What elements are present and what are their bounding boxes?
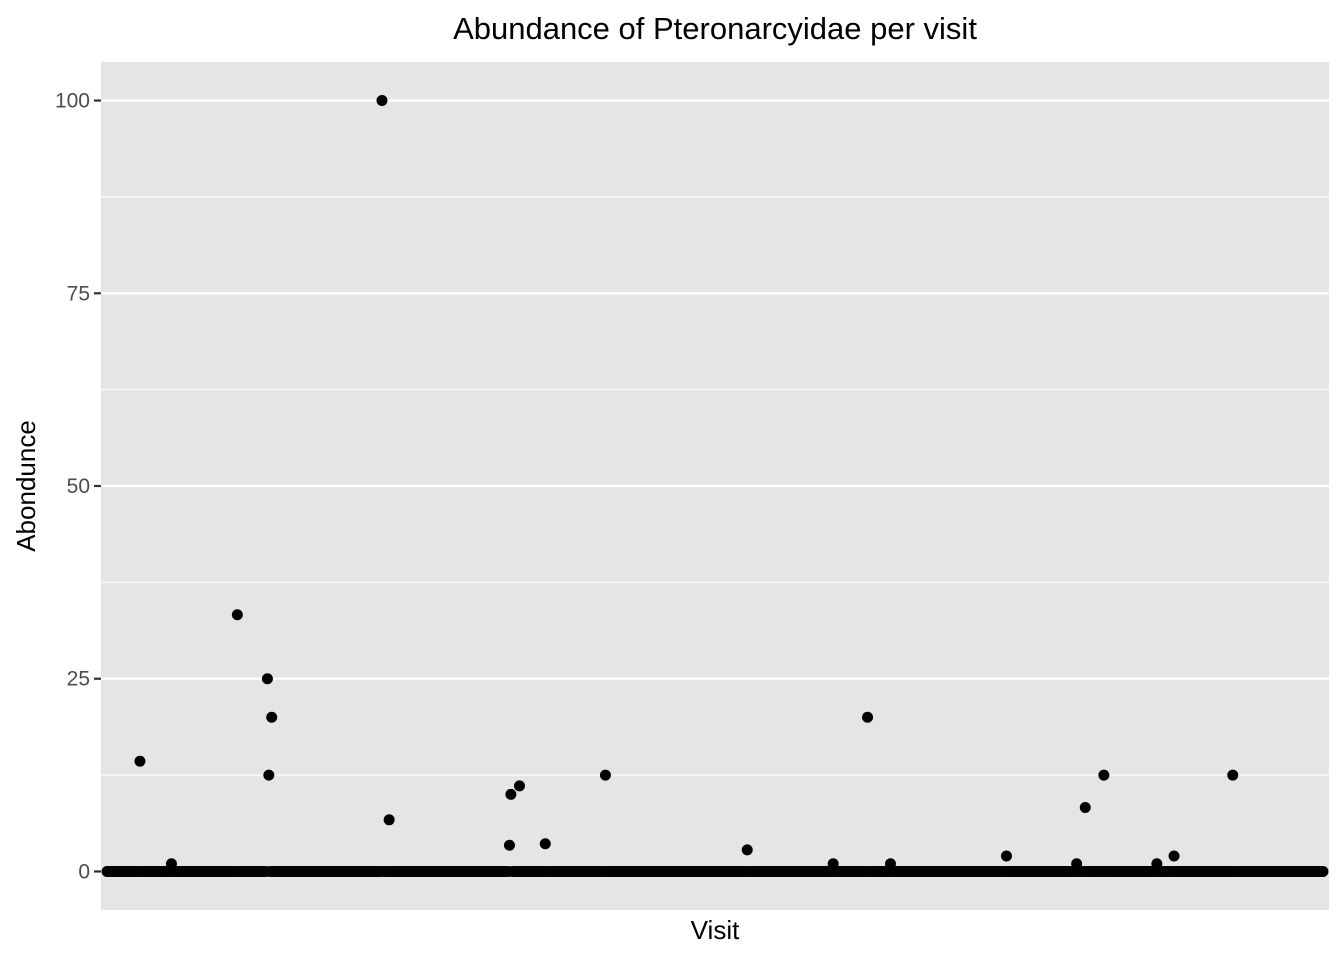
data-point [261, 673, 273, 685]
data-point [884, 858, 896, 870]
grid-lines [101, 99, 1329, 873]
data-point [1151, 858, 1163, 870]
data-point [383, 814, 395, 826]
data-point [1168, 850, 1180, 862]
data-point [1079, 801, 1091, 813]
zero-baseline-points [101, 865, 1329, 877]
data-point [263, 769, 275, 781]
data-point [1071, 858, 1083, 870]
y-axis-title: Abondunce [11, 420, 41, 552]
data-point [134, 755, 146, 767]
y-tick-label: 50 [67, 475, 90, 498]
data-point [503, 839, 515, 851]
chart-title: Abundance of Pteronarcyidae per visit [453, 11, 977, 46]
y-axis: 0 25 50 75 100 [55, 90, 101, 883]
data-point [539, 838, 551, 850]
y-tick-label: 0 [78, 860, 90, 883]
data-point-zero [1317, 865, 1329, 877]
y-tick-label: 25 [67, 668, 90, 691]
data-point [599, 769, 611, 781]
x-axis-title: Visit [691, 915, 740, 945]
data-point [165, 858, 177, 870]
data-point [231, 609, 243, 621]
data-point [513, 780, 525, 792]
data-points [134, 95, 1239, 870]
y-tick-label: 100 [55, 90, 90, 113]
data-point [1098, 769, 1110, 781]
data-point [376, 95, 388, 107]
y-tick-label: 75 [67, 282, 90, 305]
data-point [266, 711, 278, 723]
data-point [505, 788, 517, 800]
data-point [1227, 769, 1239, 781]
data-point [741, 844, 753, 856]
data-point [862, 711, 874, 723]
data-point [1000, 850, 1012, 862]
data-point [827, 858, 839, 870]
